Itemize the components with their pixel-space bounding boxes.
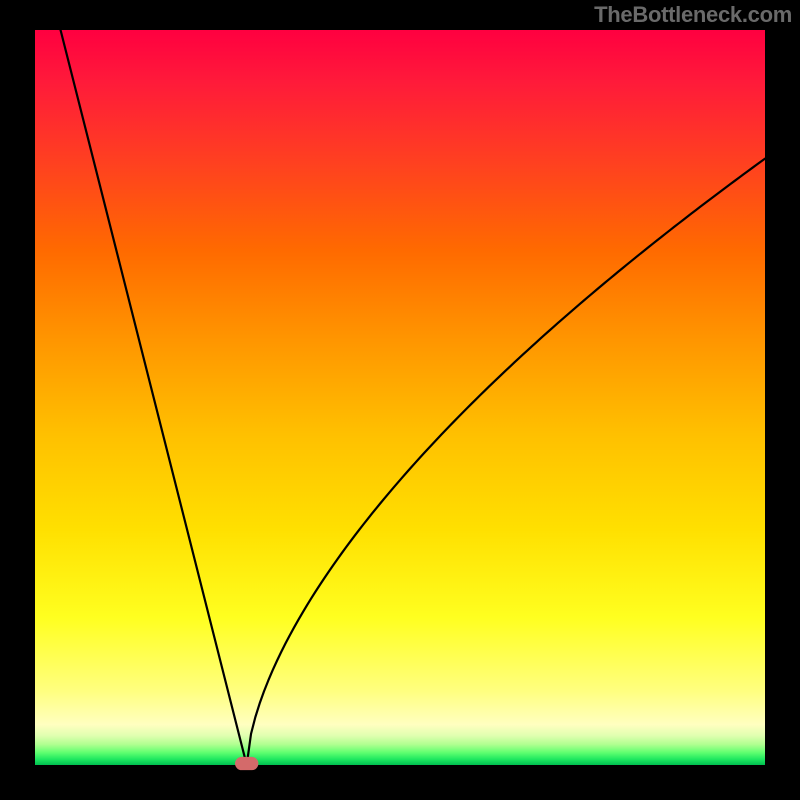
plot-area: [35, 30, 765, 765]
watermark-text: TheBottleneck.com: [594, 2, 792, 28]
chart-container: TheBottleneck.com: [0, 0, 800, 800]
bottleneck-chart: [0, 0, 800, 800]
optimal-point-marker: [235, 757, 258, 770]
